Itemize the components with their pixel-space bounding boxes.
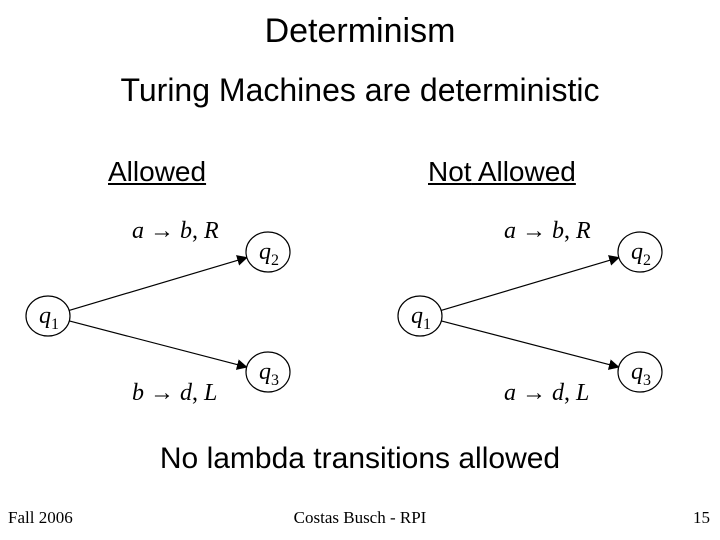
not-allowed-heading: Not Allowed: [428, 156, 576, 188]
transition-edge: [441, 321, 618, 367]
footer-sentence: No lambda transitions allowed: [0, 442, 720, 476]
not-allowed-diagram: a → b, Ra → d, Lq1q2q3: [372, 196, 712, 416]
transition-label: a → b, R: [132, 218, 219, 244]
transition-label: a → b, R: [504, 218, 591, 244]
transition-edge: [69, 258, 247, 311]
transition-label: b → d, L: [132, 380, 217, 406]
transition-edge: [441, 258, 619, 311]
slide-title: Determinism: [0, 12, 720, 51]
allowed-diagram: a → b, Rb → d, Lq1q2q3: [0, 196, 340, 416]
not-allowed-suffix: Allowed: [472, 156, 576, 187]
transition-edge: [69, 321, 246, 367]
footer-right-pagenum: 15: [693, 508, 710, 528]
not-word: Not: [428, 156, 472, 187]
slide-subtitle: Turing Machines are deterministic: [0, 72, 720, 109]
transition-label: a → d, L: [504, 380, 589, 406]
allowed-heading: Allowed: [108, 156, 206, 188]
footer-center: Costas Busch - RPI: [0, 508, 720, 528]
